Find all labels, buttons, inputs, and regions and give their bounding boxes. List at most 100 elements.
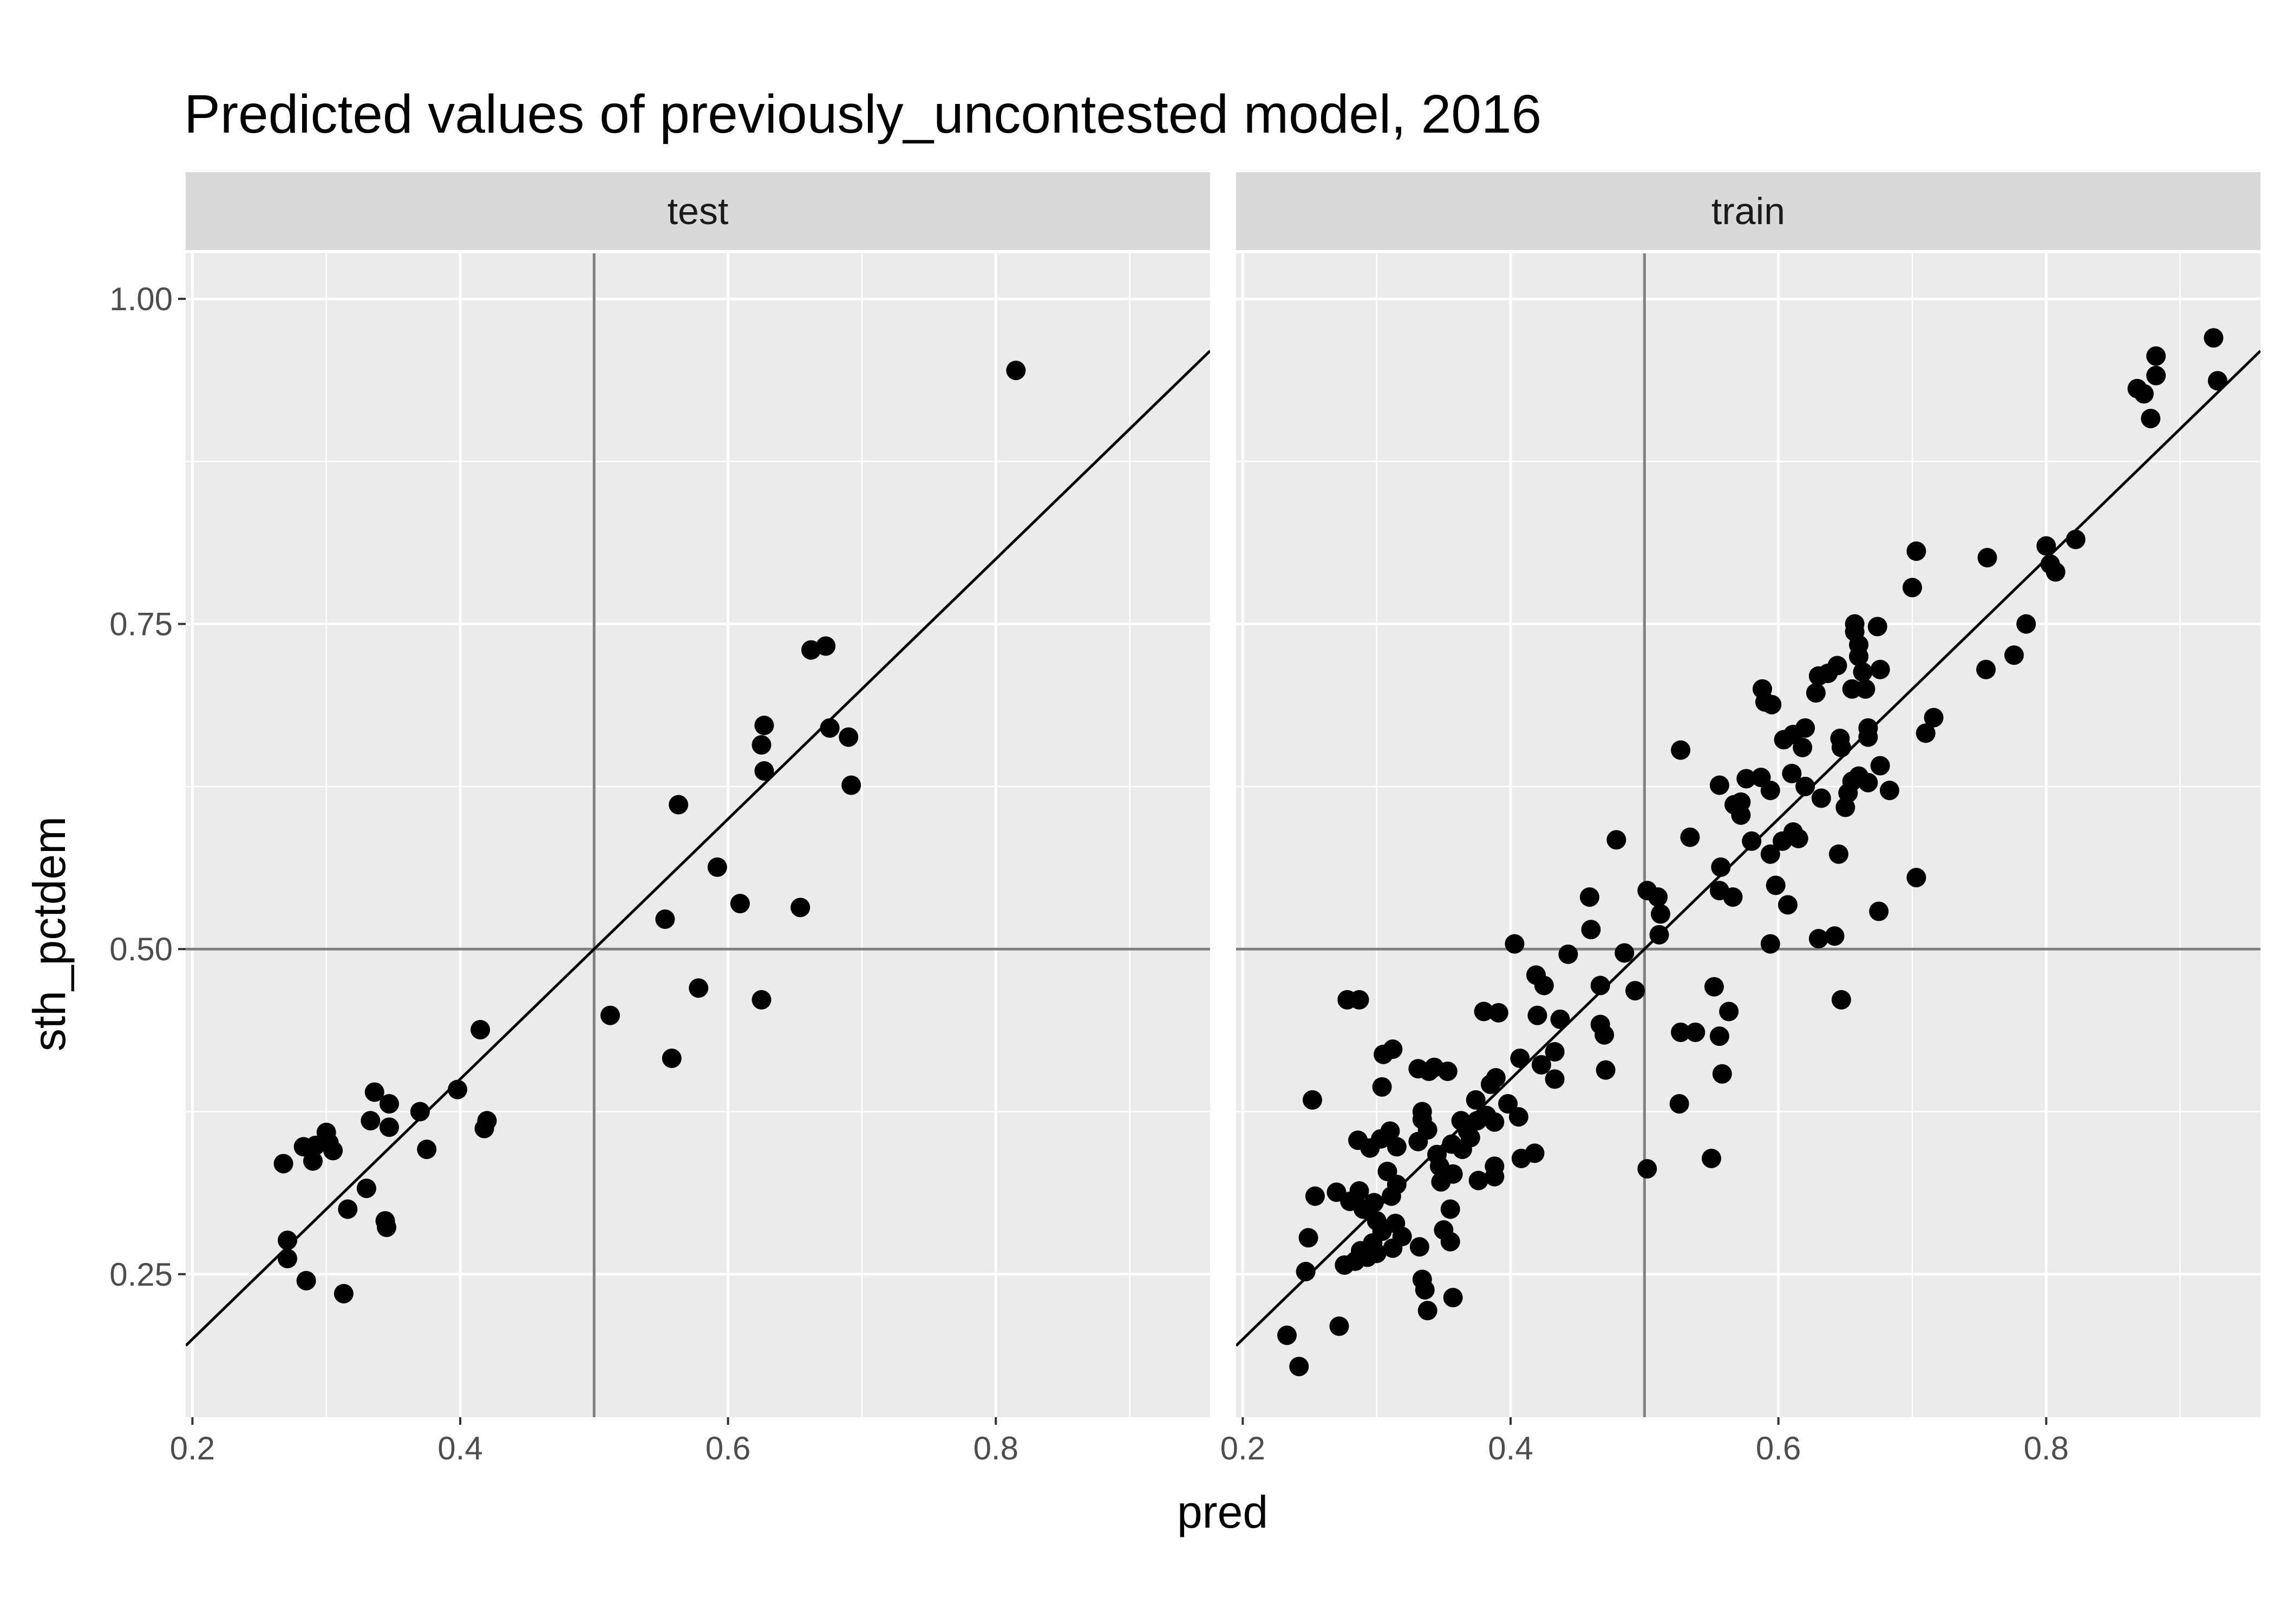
data-point <box>1440 1232 1460 1252</box>
data-point <box>2036 536 2056 556</box>
x-tick-label: 0.6 <box>705 1430 750 1466</box>
data-point <box>820 718 840 738</box>
x-tick-label: 0.8 <box>2024 1430 2069 1466</box>
data-point <box>1680 827 1700 847</box>
data-point <box>277 1230 297 1250</box>
data-point <box>1760 844 1780 864</box>
data-point <box>1808 666 1828 686</box>
data-point <box>1808 928 1828 948</box>
data-point <box>334 1284 354 1304</box>
data-point <box>1329 1316 1349 1336</box>
panel-plot-area <box>1236 253 2260 1417</box>
y-tick-label: 0.50 <box>109 931 173 967</box>
data-point <box>1924 708 1944 728</box>
data-point <box>1811 788 1831 808</box>
panel-plot-area <box>186 253 1210 1417</box>
data-point <box>1902 578 1922 598</box>
data-point <box>1651 904 1671 924</box>
data-point <box>1545 1042 1565 1062</box>
data-point <box>655 909 675 929</box>
data-point <box>752 990 772 1010</box>
data-point <box>662 1048 682 1068</box>
data-point <box>2141 409 2161 429</box>
data-point <box>790 898 811 918</box>
data-point <box>1723 887 1743 907</box>
data-point <box>1774 730 1794 750</box>
data-point <box>816 636 836 656</box>
data-point <box>2016 614 2036 634</box>
data-point <box>2134 384 2154 404</box>
data-point <box>417 1140 437 1160</box>
data-point <box>1443 1287 1463 1307</box>
data-point <box>1485 1112 1505 1132</box>
data-point <box>1534 975 1554 996</box>
data-point <box>1671 1022 1691 1042</box>
data-point <box>1531 1055 1551 1075</box>
data-point <box>1709 775 1729 795</box>
data-point <box>801 640 821 660</box>
data-point <box>1298 1228 1318 1248</box>
data-point <box>1006 361 1026 381</box>
identity-line <box>186 350 1210 1347</box>
x-tick-label: 0.2 <box>170 1430 215 1466</box>
data-point <box>1709 1026 1729 1046</box>
data-point <box>1296 1261 1316 1281</box>
data-point <box>1719 1001 1739 1021</box>
data-point <box>1440 1199 1460 1219</box>
data-point <box>471 1020 491 1040</box>
data-point <box>1649 925 1669 945</box>
data-point <box>1760 781 1780 801</box>
data-point <box>305 1135 325 1155</box>
facet-strip <box>1236 172 2260 250</box>
data-point <box>1606 830 1626 850</box>
data-point <box>1545 1069 1565 1089</box>
data-point <box>754 761 774 781</box>
data-point <box>1870 756 1890 776</box>
data-point <box>1977 548 1997 568</box>
data-point <box>448 1079 468 1099</box>
data-point <box>2146 346 2166 366</box>
data-point <box>1976 659 1996 679</box>
data-point <box>1527 1005 1547 1025</box>
data-point <box>356 1178 376 1199</box>
data-point <box>1353 1199 1373 1219</box>
data-point <box>1302 1090 1322 1110</box>
data-point <box>839 727 859 747</box>
data-point <box>1595 1025 1615 1045</box>
data-point <box>1795 776 1815 796</box>
data-point <box>1349 990 1369 1010</box>
data-point <box>754 716 774 736</box>
data-point <box>1869 901 1889 921</box>
data-point <box>1637 1159 1657 1179</box>
data-point <box>1437 1062 1458 1082</box>
x-tick-label: 0.8 <box>973 1430 1018 1466</box>
data-point <box>1806 683 1826 703</box>
data-point <box>2004 645 2024 665</box>
data-point <box>752 735 772 755</box>
data-point <box>707 857 727 877</box>
y-tick-label: 1.00 <box>109 281 173 317</box>
data-point <box>1367 1243 1387 1263</box>
data-point <box>1879 781 1899 801</box>
x-axis-title: pred <box>1177 1487 1268 1537</box>
data-point <box>338 1199 358 1219</box>
data-point <box>1408 1059 1428 1079</box>
data-point <box>1550 1009 1570 1029</box>
data-point <box>1685 1022 1706 1042</box>
facet-strip-label: test <box>668 190 729 232</box>
chart-title: Predicted values of previously_uncontest… <box>184 84 1541 145</box>
data-point <box>474 1118 494 1138</box>
data-point <box>376 1217 396 1237</box>
data-point <box>1867 617 1887 637</box>
data-point <box>1380 1121 1400 1141</box>
data-point <box>1383 1039 1403 1059</box>
data-point <box>1431 1172 1451 1192</box>
facet-strip <box>186 172 1210 250</box>
data-point <box>1468 1170 1488 1190</box>
data-point <box>1831 990 1851 1010</box>
data-point <box>361 1111 381 1131</box>
data-point <box>1581 920 1601 940</box>
data-point <box>1825 926 1845 946</box>
data-point <box>364 1082 384 1102</box>
data-point <box>2207 371 2227 391</box>
